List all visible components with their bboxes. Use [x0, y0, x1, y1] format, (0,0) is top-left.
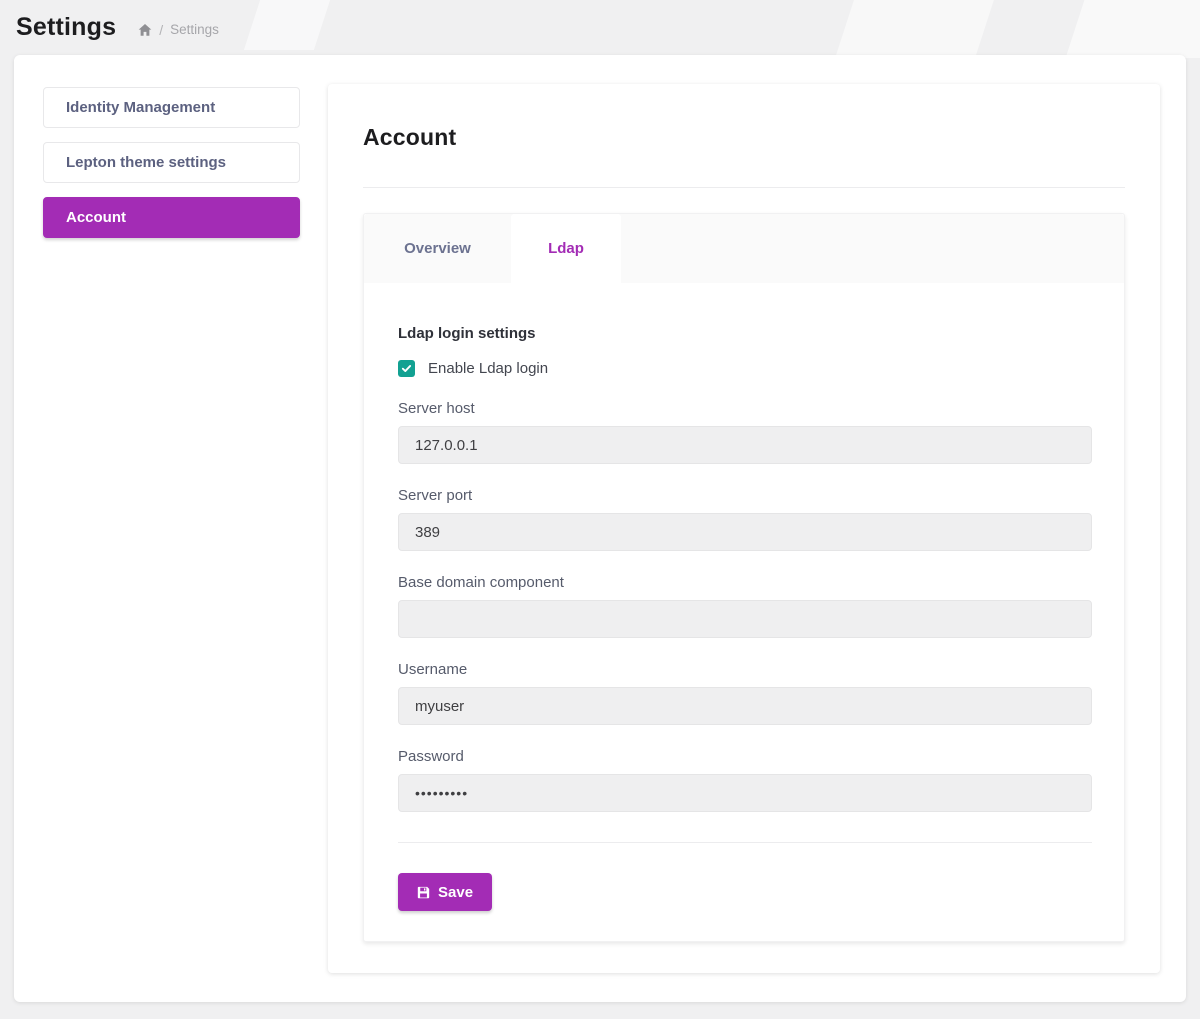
username-field-group: Username: [398, 661, 1092, 725]
heading-divider: [363, 187, 1125, 188]
sidebar-item-identity-management[interactable]: Identity Management: [43, 87, 300, 128]
settings-page-card: Identity Management Lepton theme setting…: [14, 55, 1186, 1002]
base-domain-field-group: Base domain component: [398, 574, 1092, 638]
tab-strip: Overview Ldap: [364, 214, 1124, 283]
username-label: Username: [398, 661, 468, 678]
tab-overview[interactable]: Overview: [404, 240, 471, 257]
server-host-input[interactable]: [398, 426, 1092, 464]
page-header: Settings / Settings: [0, 0, 1200, 55]
enable-ldap-checkbox[interactable]: [398, 359, 415, 377]
ldap-section-title: Ldap login settings: [398, 325, 536, 342]
enable-ldap-label: Enable Ldap login: [428, 359, 549, 377]
breadcrumb-separator: /: [159, 21, 164, 38]
account-tab-box: Overview Ldap Ldap login settings Enable…: [363, 213, 1125, 942]
username-input[interactable]: [398, 687, 1092, 725]
tab-ldap[interactable]: Ldap: [511, 214, 621, 283]
home-icon[interactable]: [138, 23, 152, 37]
account-settings-card: Account Overview Ldap Ldap login setting…: [328, 84, 1160, 973]
breadcrumb-current: Settings: [170, 22, 219, 37]
password-label: Password: [398, 748, 464, 765]
save-button-label: Save: [438, 883, 474, 901]
server-port-label: Server port: [398, 487, 473, 504]
sidebar-item-label: Account: [66, 209, 126, 226]
server-port-field-group: Server port: [398, 487, 1092, 551]
save-button[interactable]: Save: [398, 873, 493, 911]
checkmark-icon: [401, 364, 412, 372]
breadcrumb: / Settings: [138, 22, 219, 38]
sidebar-item-lepton-theme-settings[interactable]: Lepton theme settings: [43, 142, 300, 183]
sidebar-item-account[interactable]: Account: [43, 197, 300, 238]
server-port-input[interactable]: [398, 513, 1092, 551]
settings-nav: Identity Management Lepton theme setting…: [43, 87, 300, 1002]
form-divider: [398, 842, 1092, 843]
server-host-label: Server host: [398, 400, 475, 417]
base-domain-input[interactable]: [398, 600, 1092, 638]
account-heading: Account: [363, 124, 457, 150]
password-input[interactable]: [398, 774, 1092, 812]
sidebar-item-label: Identity Management: [66, 99, 216, 116]
ldap-tab-pane: Ldap login settings Enable Ldap login Se…: [364, 283, 1124, 911]
server-host-field-group: Server host: [398, 400, 1092, 464]
base-domain-label: Base domain component: [398, 574, 564, 591]
enable-ldap-checkbox-row: Enable Ldap login: [398, 359, 1090, 377]
page-title: Settings: [16, 13, 117, 41]
sidebar-item-label: Lepton theme settings: [66, 154, 227, 171]
password-field-group: Password: [398, 748, 1092, 812]
save-icon: [417, 886, 430, 898]
